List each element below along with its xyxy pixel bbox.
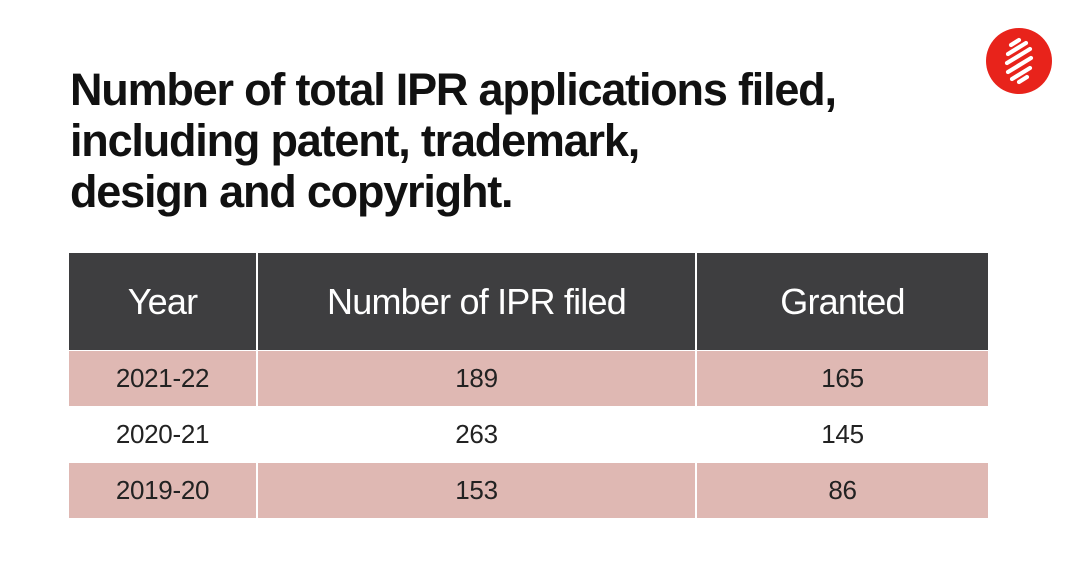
table-row: 2021-22 189 165 [69, 350, 988, 407]
table-header-row: Year Number of IPR filed Granted [69, 253, 988, 351]
ipr-table: Year Number of IPR filed Granted 2021-22… [69, 253, 988, 518]
title-line-2: including patent, trademark, [70, 115, 640, 166]
column-header-ipr-filed: Number of IPR filed [257, 253, 697, 351]
cell-ipr-filed: 153 [257, 462, 697, 518]
cell-granted: 165 [696, 350, 988, 407]
cell-granted: 86 [696, 462, 988, 518]
table-row: 2020-21 263 145 [69, 406, 988, 463]
chart-title: Number of total IPR applications filed, … [70, 64, 950, 217]
column-header-granted: Granted [696, 253, 988, 351]
title-line-1: Number of total IPR applications filed, [70, 64, 837, 115]
cell-ipr-filed: 263 [257, 406, 697, 463]
cell-year: 2019-20 [69, 462, 258, 518]
indian-express-logo-icon [986, 28, 1052, 94]
cell-year: 2020-21 [69, 406, 258, 463]
column-header-year: Year [69, 253, 258, 351]
title-line-3: design and copyright. [70, 166, 514, 217]
cell-granted: 145 [696, 406, 988, 463]
cell-ipr-filed: 189 [257, 350, 697, 407]
cell-year: 2021-22 [69, 350, 258, 407]
table-row: 2019-20 153 86 [69, 462, 988, 518]
logo-mark-icon [1004, 37, 1034, 85]
